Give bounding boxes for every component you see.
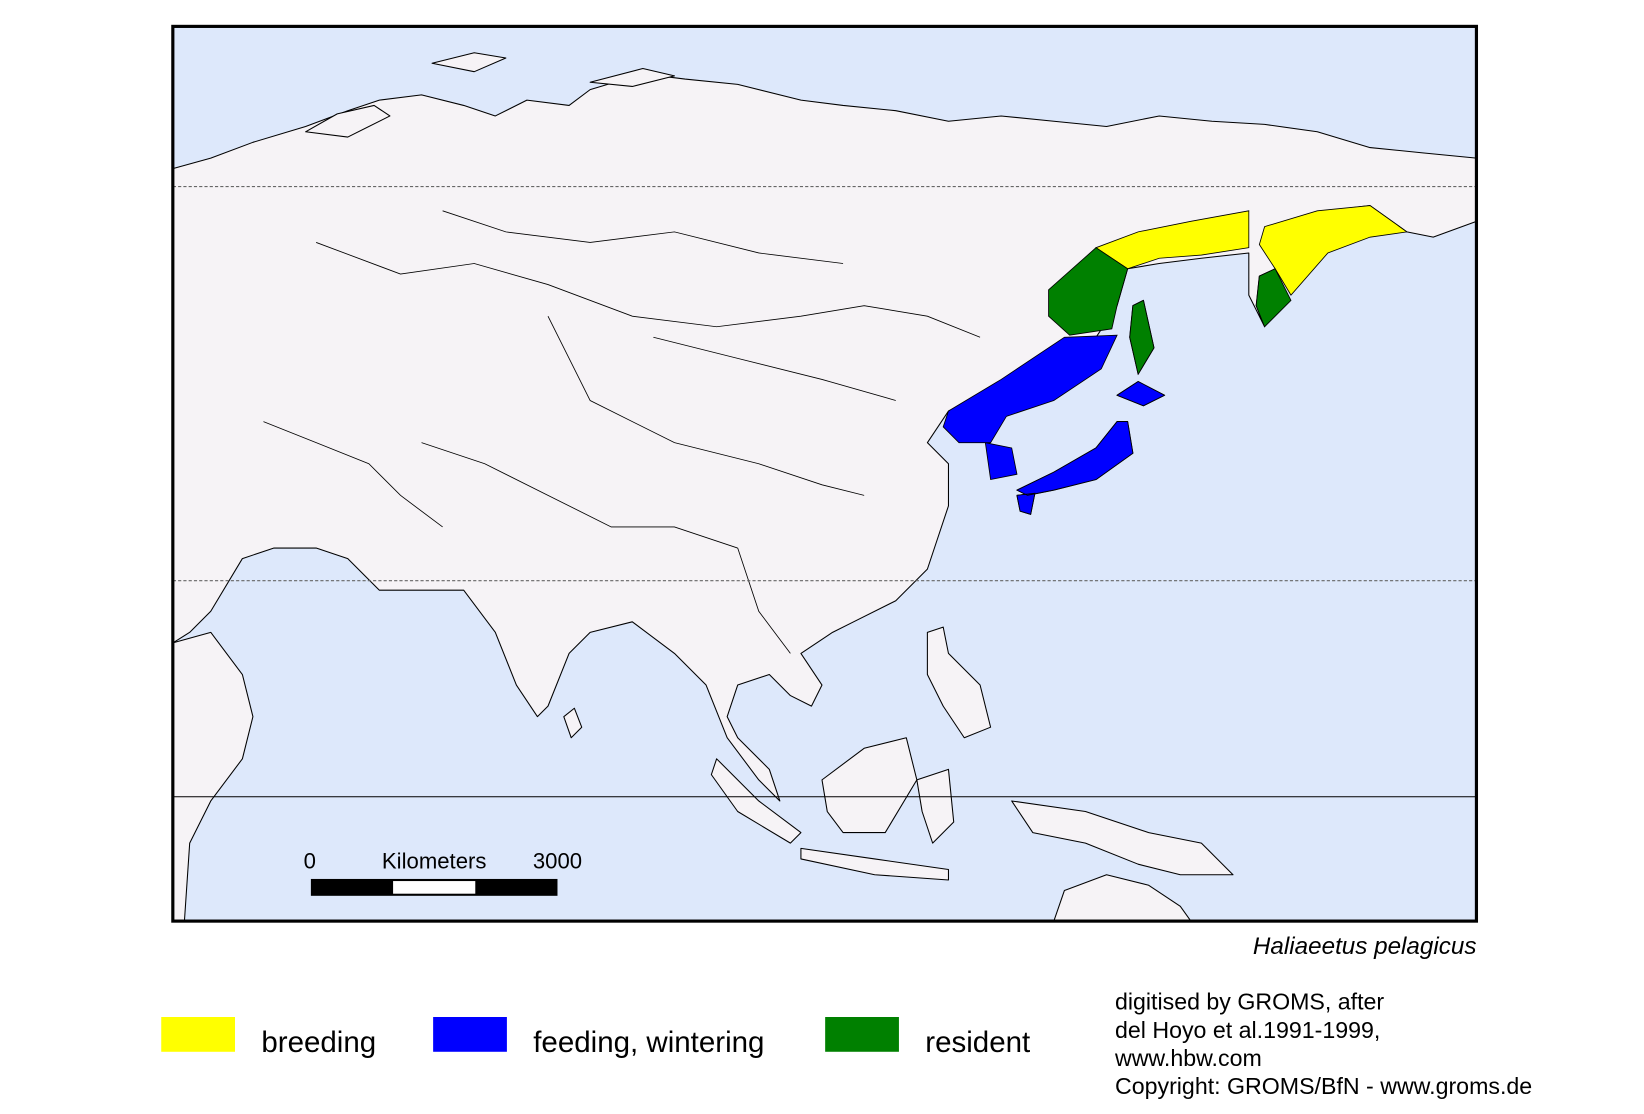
legend-label: breeding [261, 1026, 376, 1059]
legend-label: feeding, wintering [533, 1026, 764, 1059]
legend-swatch [161, 1017, 236, 1052]
new-guinea [1011, 800, 1234, 876]
scale-bar: 0 Kilometers 3000 [304, 848, 582, 896]
credit-line: del Hoyo et al.1991-1999, [1115, 1017, 1380, 1043]
breeding-range [1095, 205, 1408, 296]
scale-end: 3000 [533, 848, 582, 873]
arctic-islands [305, 52, 675, 138]
legend-label: resident [925, 1026, 1030, 1059]
resident-range [1048, 247, 1292, 376]
species-range [942, 205, 1408, 515]
legend-swatch [433, 1017, 507, 1052]
legend: breeding feeding, wintering resident [161, 1017, 1030, 1059]
species-name: Haliaeetus pelagicus [1253, 933, 1477, 960]
legend-swatch [825, 1017, 899, 1052]
scale-unit: Kilometers [382, 848, 487, 873]
philippines [926, 626, 992, 739]
country-borders [263, 210, 981, 654]
indonesia [710, 737, 955, 881]
credit-line: www.hbw.com [1114, 1045, 1262, 1071]
sri-lanka [563, 707, 583, 739]
credit-line: digitised by GROMS, after [1115, 989, 1384, 1015]
map-frame [171, 24, 1479, 923]
scale-start: 0 [304, 848, 316, 873]
feeding-range [942, 334, 1166, 515]
credit-line: Copyright: GROMS/BfN - www.groms.de [1115, 1073, 1532, 1099]
scale-bar-segment [393, 881, 476, 894]
